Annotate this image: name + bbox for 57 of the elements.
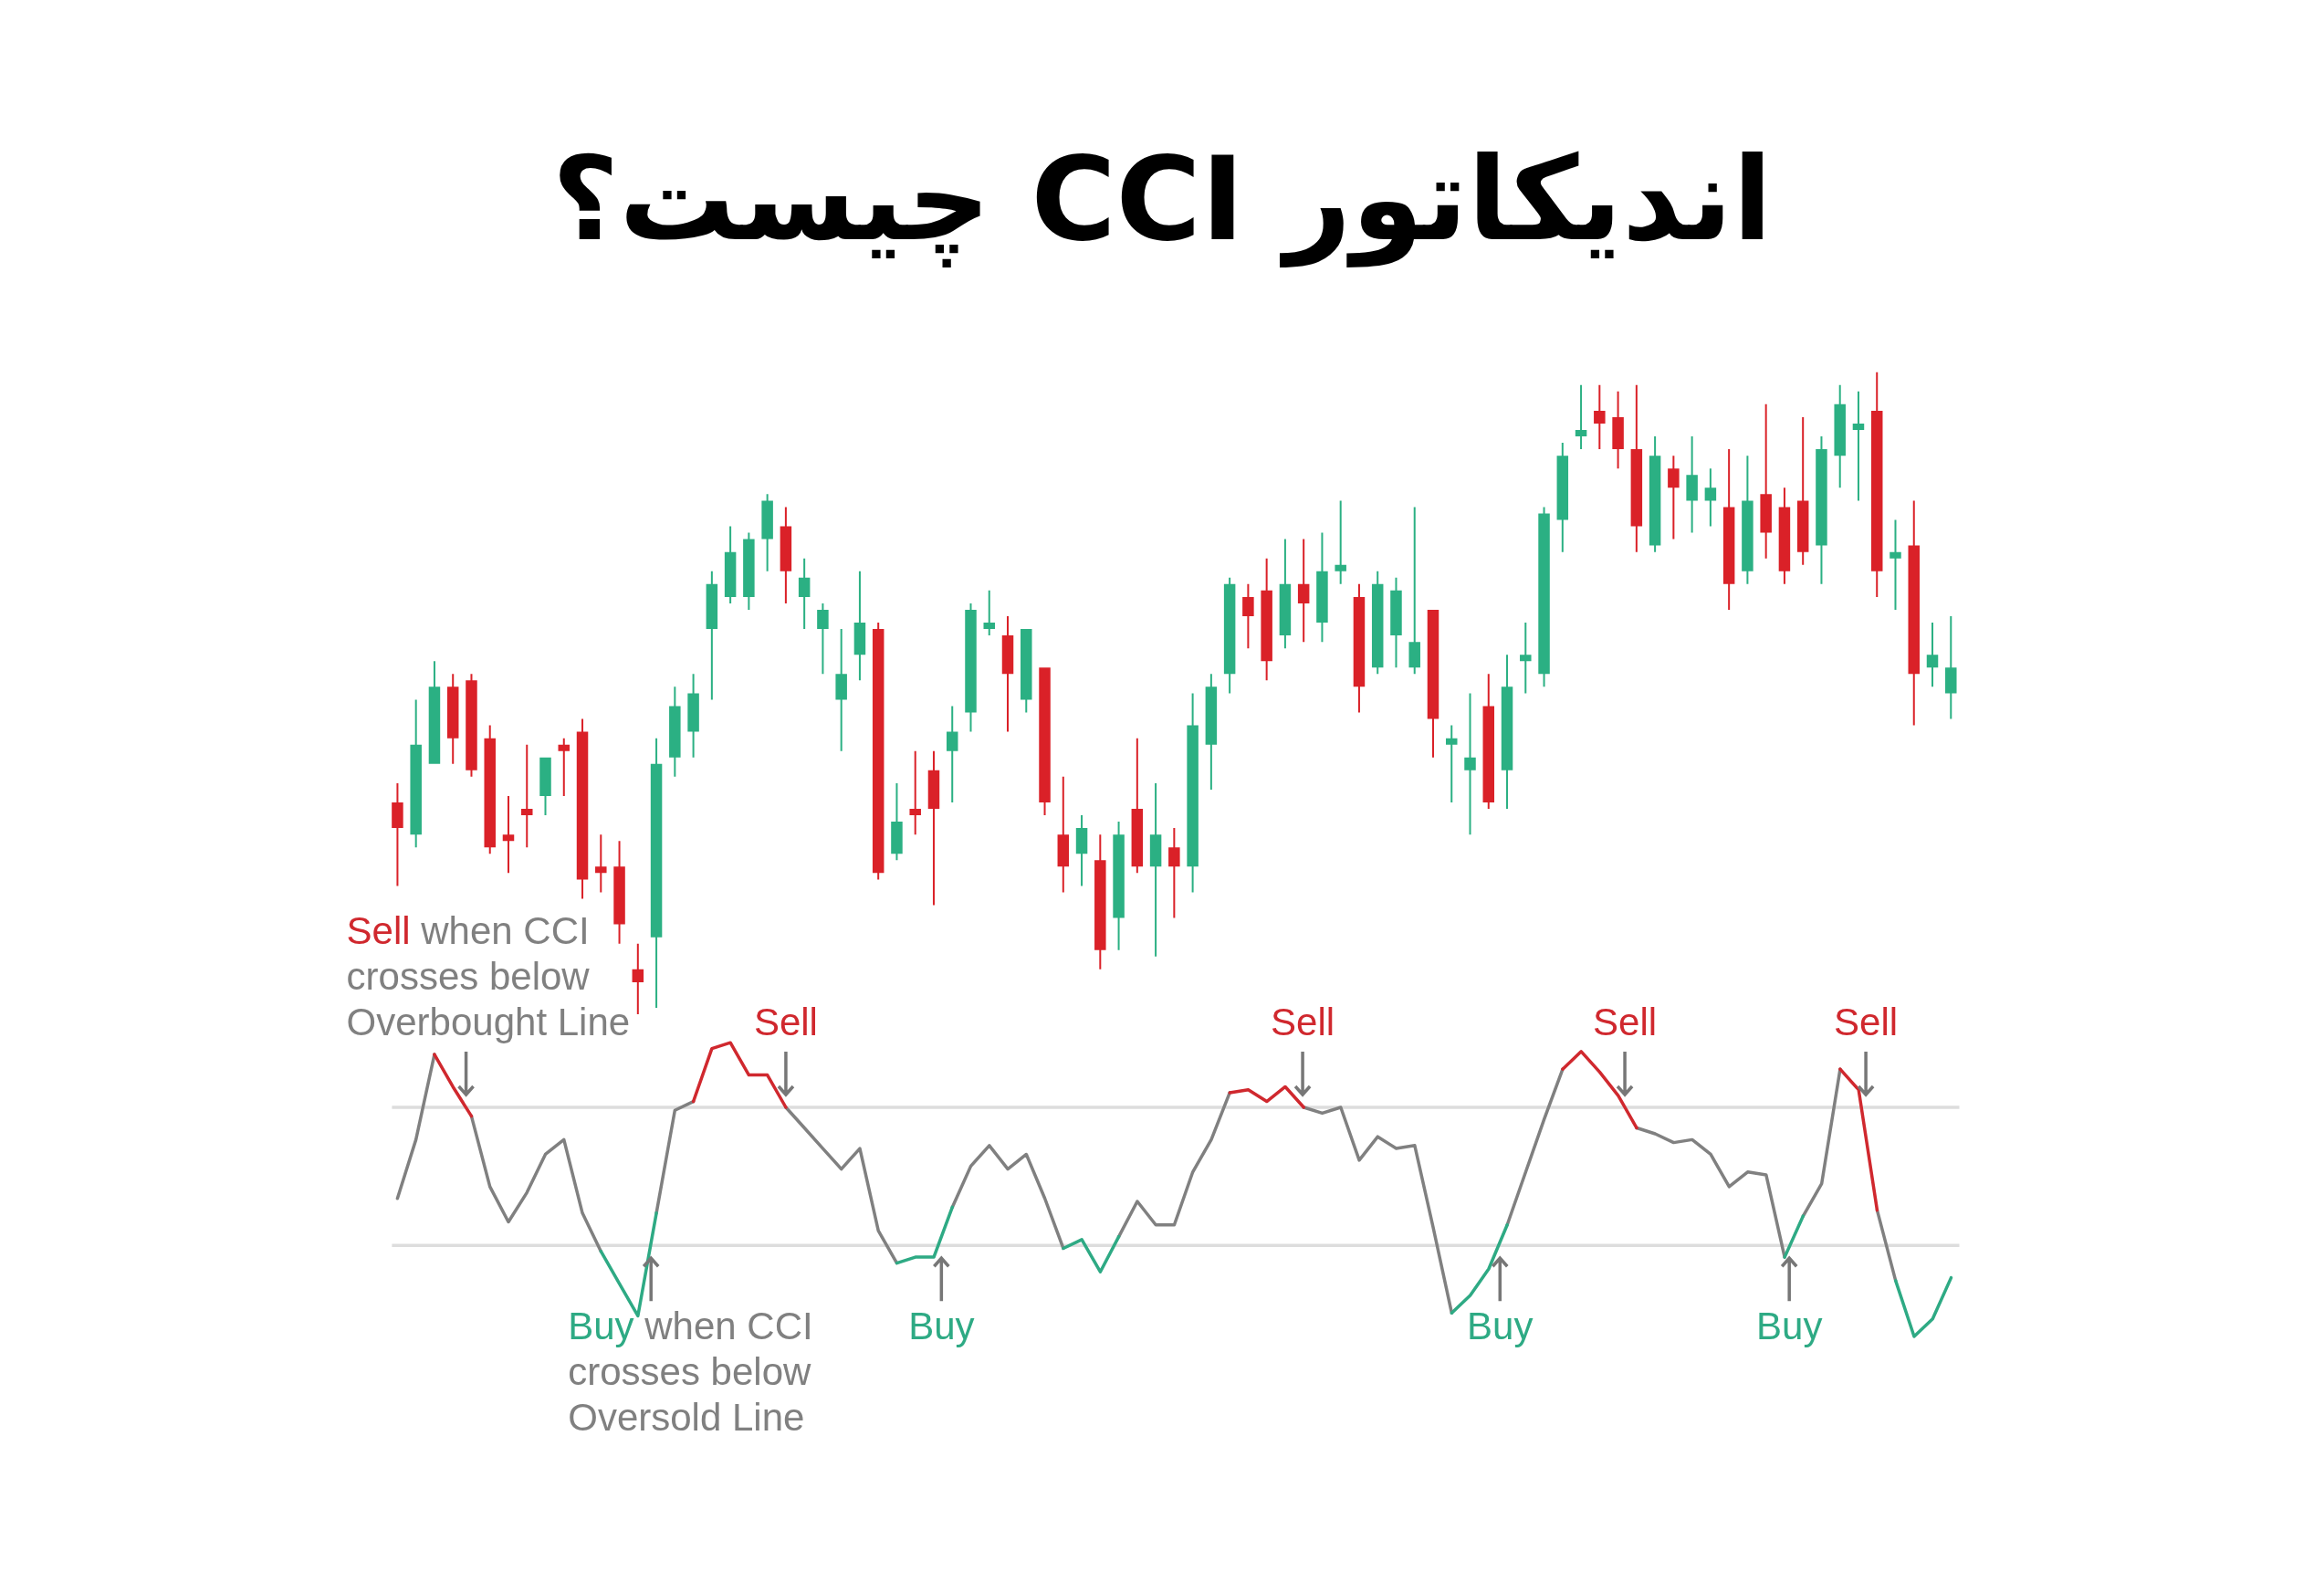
candlestick: [669, 686, 681, 777]
annotation: Sell: [1271, 1001, 1335, 1043]
annotation: Buy: [1467, 1305, 1534, 1348]
candlestick: [891, 782, 903, 861]
candlestick: [1686, 436, 1698, 533]
candlestick: [613, 841, 625, 944]
candlestick: [743, 532, 755, 610]
annotation: Buy when CCI crosses below Oversold Line: [568, 1305, 813, 1440]
candlestick: [595, 834, 607, 893]
candlestick: [1408, 507, 1420, 675]
chart-title: اندیکاتور CCI چیست؟: [550, 131, 1774, 268]
annotation: Sell when CCI crosses below Overbought Line: [346, 909, 631, 1043]
candlestick: [1538, 507, 1550, 687]
candlestick: [1094, 834, 1106, 969]
candlestick: [1316, 532, 1328, 643]
candlestick: [1242, 583, 1254, 649]
candlestick: [1852, 391, 1865, 501]
annotation: Sell: [753, 1001, 818, 1043]
annotation: Buy: [1756, 1305, 1823, 1348]
candlestick: [1039, 667, 1051, 816]
candlestick: [1335, 500, 1346, 584]
annotation: Sell: [1834, 1001, 1899, 1043]
candlestick: [1520, 623, 1532, 694]
candlestick: [1021, 629, 1032, 713]
candlestick: [687, 674, 699, 758]
candlestick: [1945, 615, 1957, 719]
candlestick: [521, 744, 533, 848]
candlestick: [1261, 558, 1272, 681]
candlestick: [1668, 456, 1680, 540]
candlestick: [817, 603, 829, 675]
candlestick: [1612, 391, 1624, 469]
candlestick: [466, 674, 477, 777]
candlestick: [558, 738, 571, 796]
candlestick: [1464, 693, 1476, 835]
candlestick: [835, 629, 847, 751]
candlestick: [1187, 693, 1199, 893]
candlestick: [1390, 577, 1402, 668]
candlestick: [1168, 828, 1180, 918]
candlestick: [983, 590, 995, 636]
candlestick: [1446, 725, 1458, 802]
candlestick: [1760, 403, 1772, 559]
annotation: Buy: [908, 1305, 975, 1348]
candlestick: [1834, 384, 1846, 488]
candlestick: [1113, 822, 1125, 950]
candlestick: [965, 603, 977, 732]
candlestick: [1816, 436, 1827, 584]
candlestick: [1575, 384, 1587, 450]
candlestick: [1890, 519, 1901, 610]
candlestick: [909, 750, 921, 835]
candlestick: [410, 699, 422, 848]
candlestick: [539, 757, 551, 816]
candlestick: [392, 782, 403, 886]
candlestick: [1742, 456, 1753, 584]
annotation: Sell: [1593, 1001, 1658, 1043]
candlestick: [502, 795, 515, 874]
candlestick: [1594, 384, 1606, 450]
candlestick: [761, 494, 773, 571]
